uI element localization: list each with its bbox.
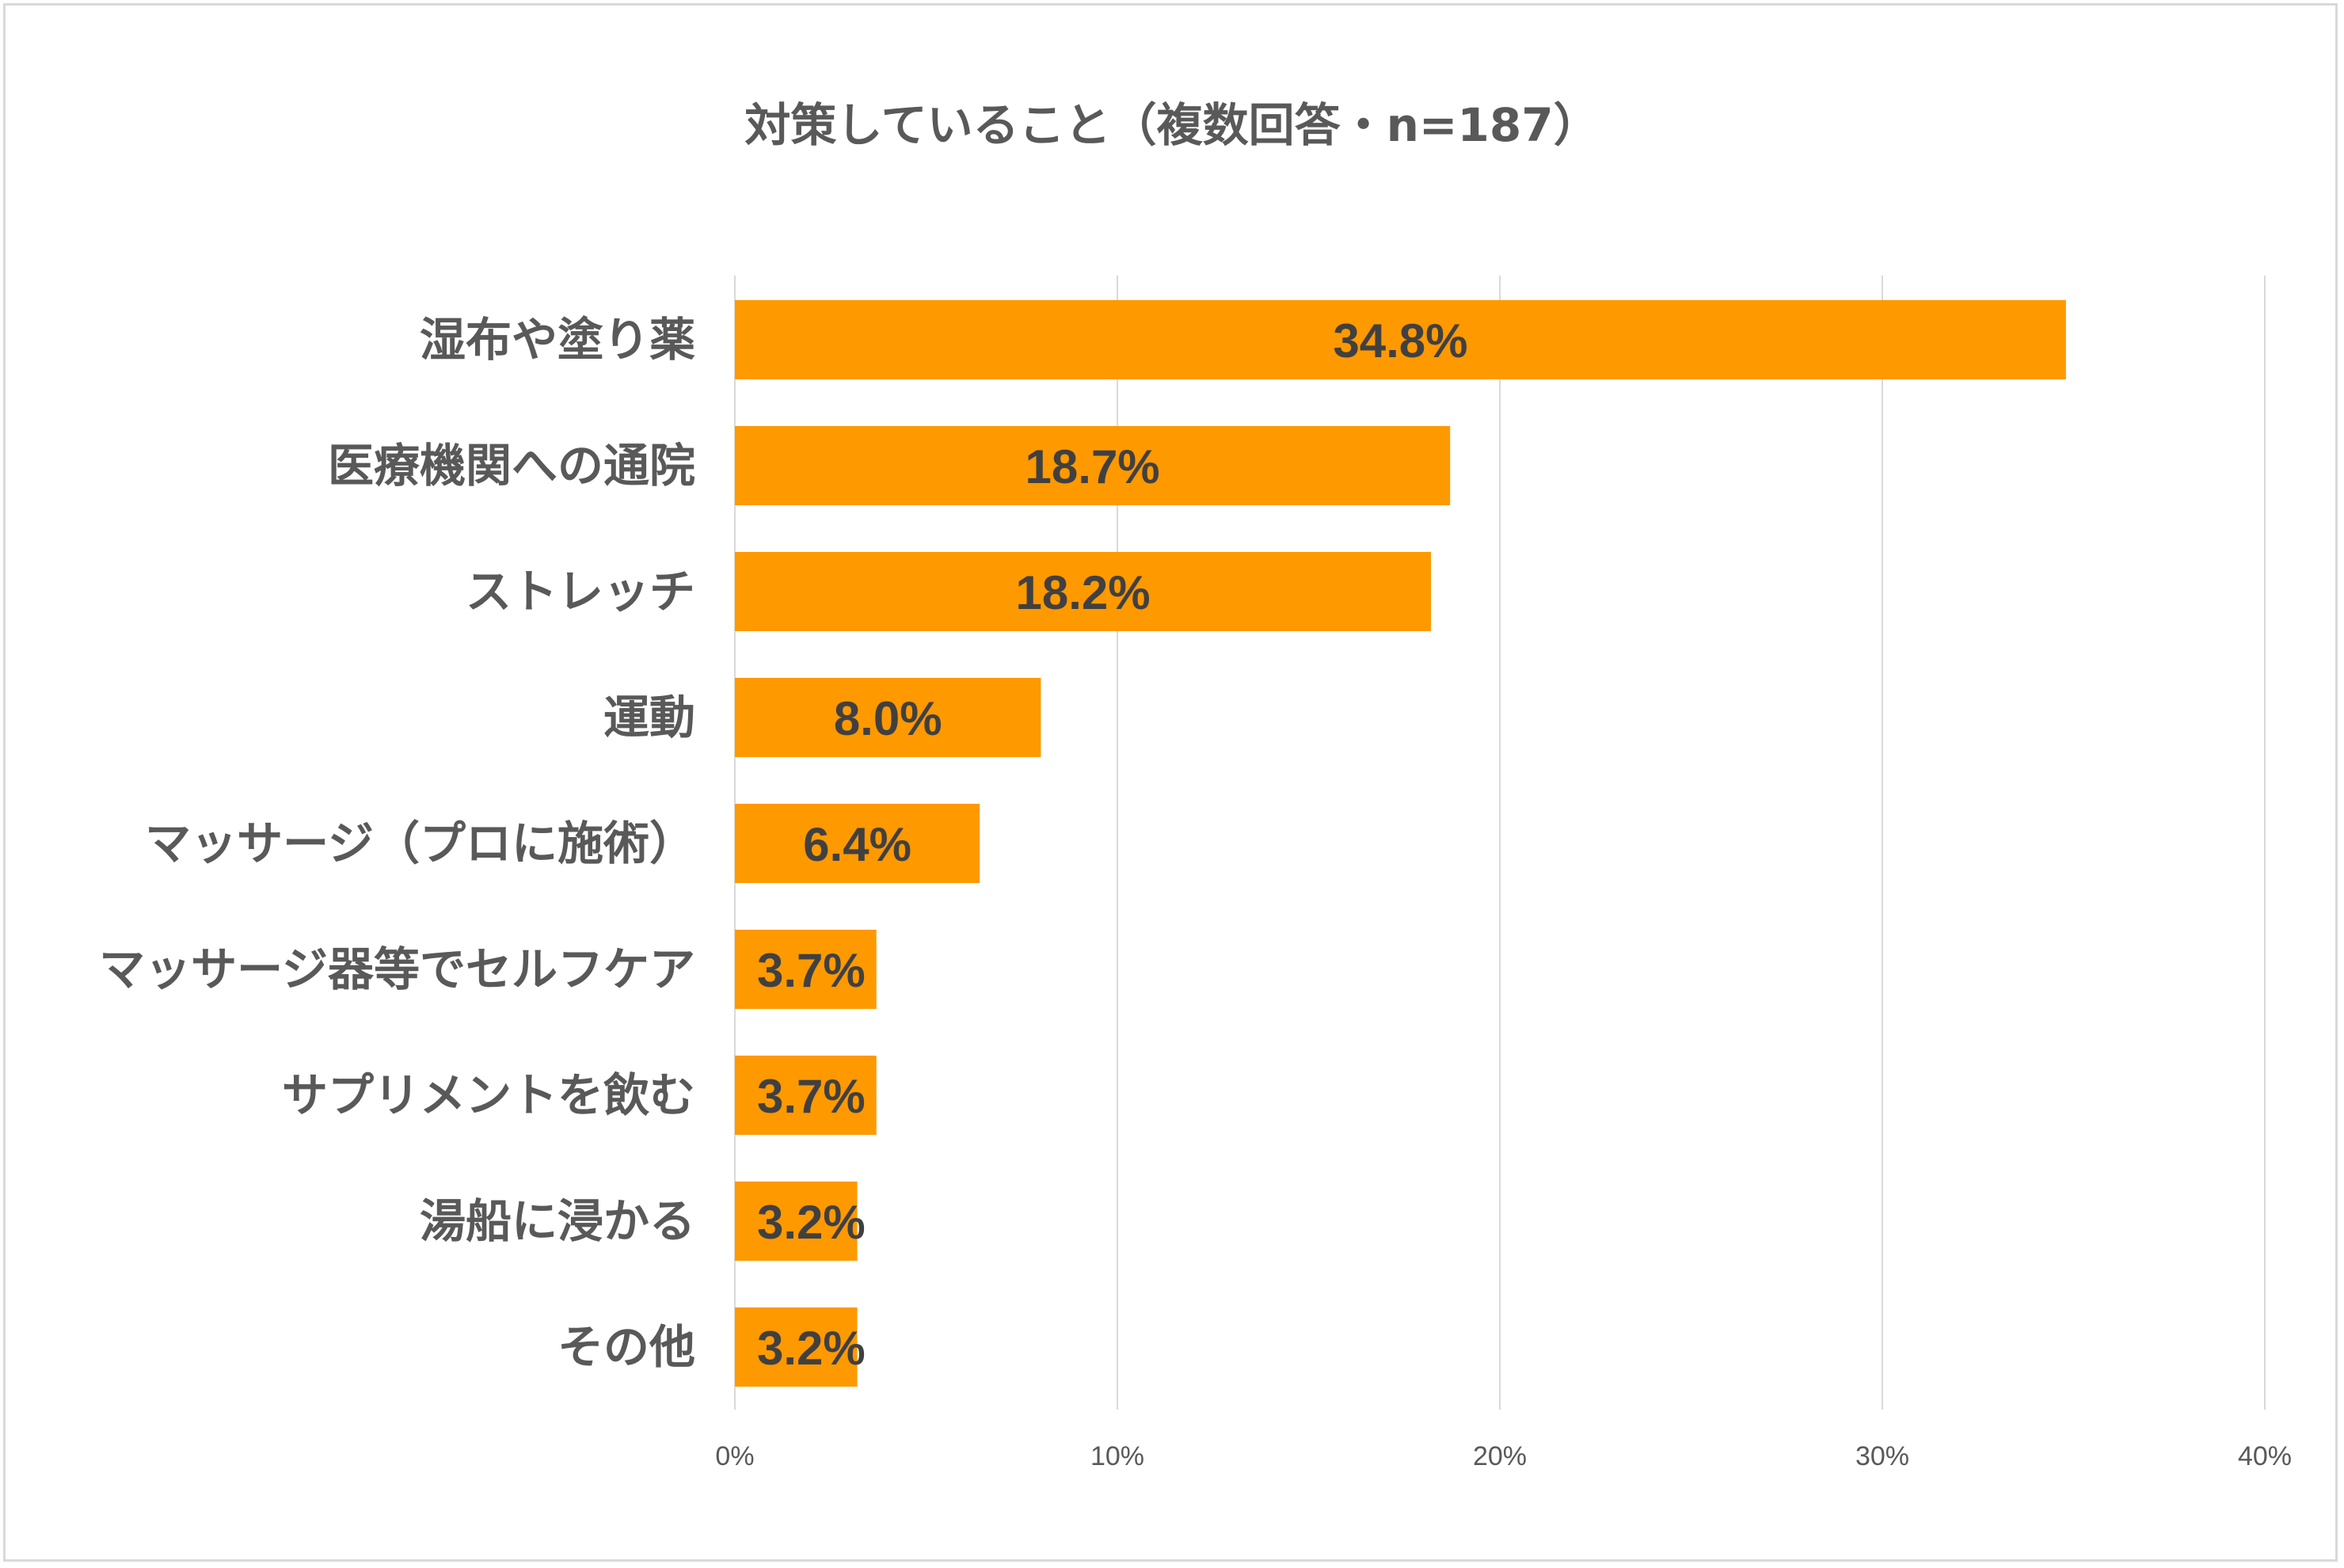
x-tick-label: 40% xyxy=(2238,1441,2292,1471)
category-label: マッサージ（プロに施術） xyxy=(145,816,695,870)
x-tick-label: 30% xyxy=(1855,1441,1909,1471)
data-label: 8.0% xyxy=(834,692,942,745)
data-label: 6.4% xyxy=(803,818,911,871)
value-labels: 34.8% 18.7% 18.2% 8.0% 6.4% 3.7% 3.7% 3.2% 3.2% xyxy=(757,314,1467,1375)
data-label: 34.8% xyxy=(1333,314,1467,367)
data-label: 3.7% xyxy=(757,944,866,997)
category-label: ストレッチ xyxy=(466,565,695,618)
bar xyxy=(735,426,1451,505)
category-label: マッサージ器等でセルフケア xyxy=(99,942,695,996)
category-label: 湿布や塗り薬 xyxy=(420,313,695,367)
x-tick-label: 0% xyxy=(715,1441,754,1471)
bar xyxy=(735,1182,858,1261)
chart-title: 対策していること（複数回答・n=187） xyxy=(744,98,1599,152)
chart-frame xyxy=(3,3,2338,1562)
bar xyxy=(735,552,1432,631)
bar xyxy=(735,1307,858,1387)
data-label: 3.7% xyxy=(757,1070,866,1123)
bar xyxy=(735,1056,877,1135)
bars xyxy=(735,300,2066,1387)
category-label: 運動 xyxy=(603,691,695,744)
category-label: 医療機関への通院 xyxy=(328,439,695,493)
data-label: 18.7% xyxy=(1026,440,1160,493)
data-label: 3.2% xyxy=(757,1322,866,1375)
data-label: 3.2% xyxy=(757,1196,866,1249)
category-label: その他 xyxy=(557,1320,695,1374)
bar xyxy=(735,678,1041,757)
bar xyxy=(735,930,877,1009)
x-tick-label: 10% xyxy=(1090,1441,1144,1471)
bar xyxy=(735,804,980,883)
category-label: 湯船に浸かる xyxy=(420,1194,695,1248)
bar xyxy=(735,300,2066,379)
x-tick-label: 20% xyxy=(1473,1441,1527,1471)
data-label: 18.2% xyxy=(1015,566,1150,619)
category-label: サプリメントを飲む xyxy=(282,1068,695,1122)
x-axis-tick-labels: 0% 10% 20% 30% 40% xyxy=(715,1441,2292,1471)
